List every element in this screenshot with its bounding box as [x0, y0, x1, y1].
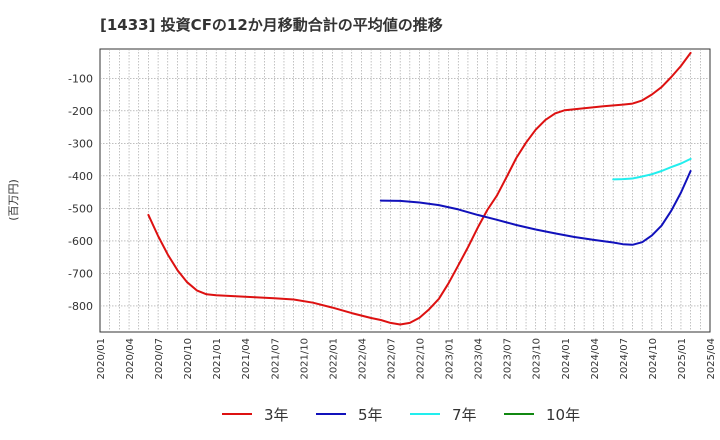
x-tick-label: 2022/04 — [357, 338, 368, 380]
plot-area — [99, 48, 711, 333]
series-line-3年 — [147, 51, 692, 326]
y-tick-label: -600 — [68, 235, 93, 248]
x-tick-label: 2020/07 — [154, 338, 165, 380]
y-tick-label: -700 — [68, 267, 93, 280]
x-tick-label: 2023/10 — [532, 338, 543, 380]
y-tick-label: -100 — [68, 72, 93, 85]
x-axis: 2020/01 2020/04 2020/07 2020/10 2021/01 2021/… — [96, 338, 717, 380]
x-tick-label: 2024/01 — [561, 338, 572, 380]
x-tick-label: 2023/01 — [445, 338, 456, 380]
x-tick-label: 2024/04 — [590, 338, 601, 380]
x-tick-label: 2024/07 — [619, 338, 630, 380]
legend-label: 7年 — [452, 406, 477, 424]
x-tick-label: 2021/04 — [241, 338, 252, 380]
series-line-7年 — [612, 157, 692, 181]
x-tick-label: 2022/01 — [328, 338, 339, 380]
y-tick-label: -500 — [68, 202, 93, 215]
chart-title: [1433] 投資CFの12か月移動合計の平均値の推移 — [100, 16, 443, 34]
y-tick-label: -400 — [68, 170, 93, 183]
y-tick-label: -300 — [68, 137, 93, 150]
legend-label: 10年 — [546, 406, 580, 424]
x-tick-label: 2021/07 — [270, 338, 281, 380]
series-line-5年 — [379, 170, 692, 246]
x-tick-label: 2021/10 — [299, 338, 310, 380]
legend-label: 3年 — [264, 406, 289, 424]
x-tick-label: 2024/10 — [648, 338, 659, 380]
y-axis-label: (百万円) — [7, 179, 20, 221]
x-tick-label: 2025/04 — [706, 338, 717, 380]
x-tick-label: 2023/07 — [503, 338, 514, 380]
series-lines — [147, 51, 692, 326]
y-tick-label: -200 — [68, 105, 93, 118]
y-axis: -800 -700 -600 -500 -400 -300 -200 -100 — [68, 72, 93, 313]
x-tick-label: 2020/10 — [183, 338, 194, 380]
grid — [100, 49, 710, 332]
x-tick-label: 2020/04 — [125, 338, 136, 380]
x-tick-label: 2025/01 — [677, 338, 688, 380]
legend: 3年 5年 7年 10年 — [222, 406, 580, 424]
x-tick-label: 2022/07 — [386, 338, 397, 380]
x-tick-label: 2023/04 — [474, 338, 485, 380]
x-tick-label: 2020/01 — [96, 338, 107, 380]
x-tick-label: 2022/10 — [416, 338, 427, 380]
y-tick-label: -800 — [68, 300, 93, 313]
legend-label: 5年 — [358, 406, 383, 424]
x-tick-label: 2021/01 — [212, 338, 223, 380]
